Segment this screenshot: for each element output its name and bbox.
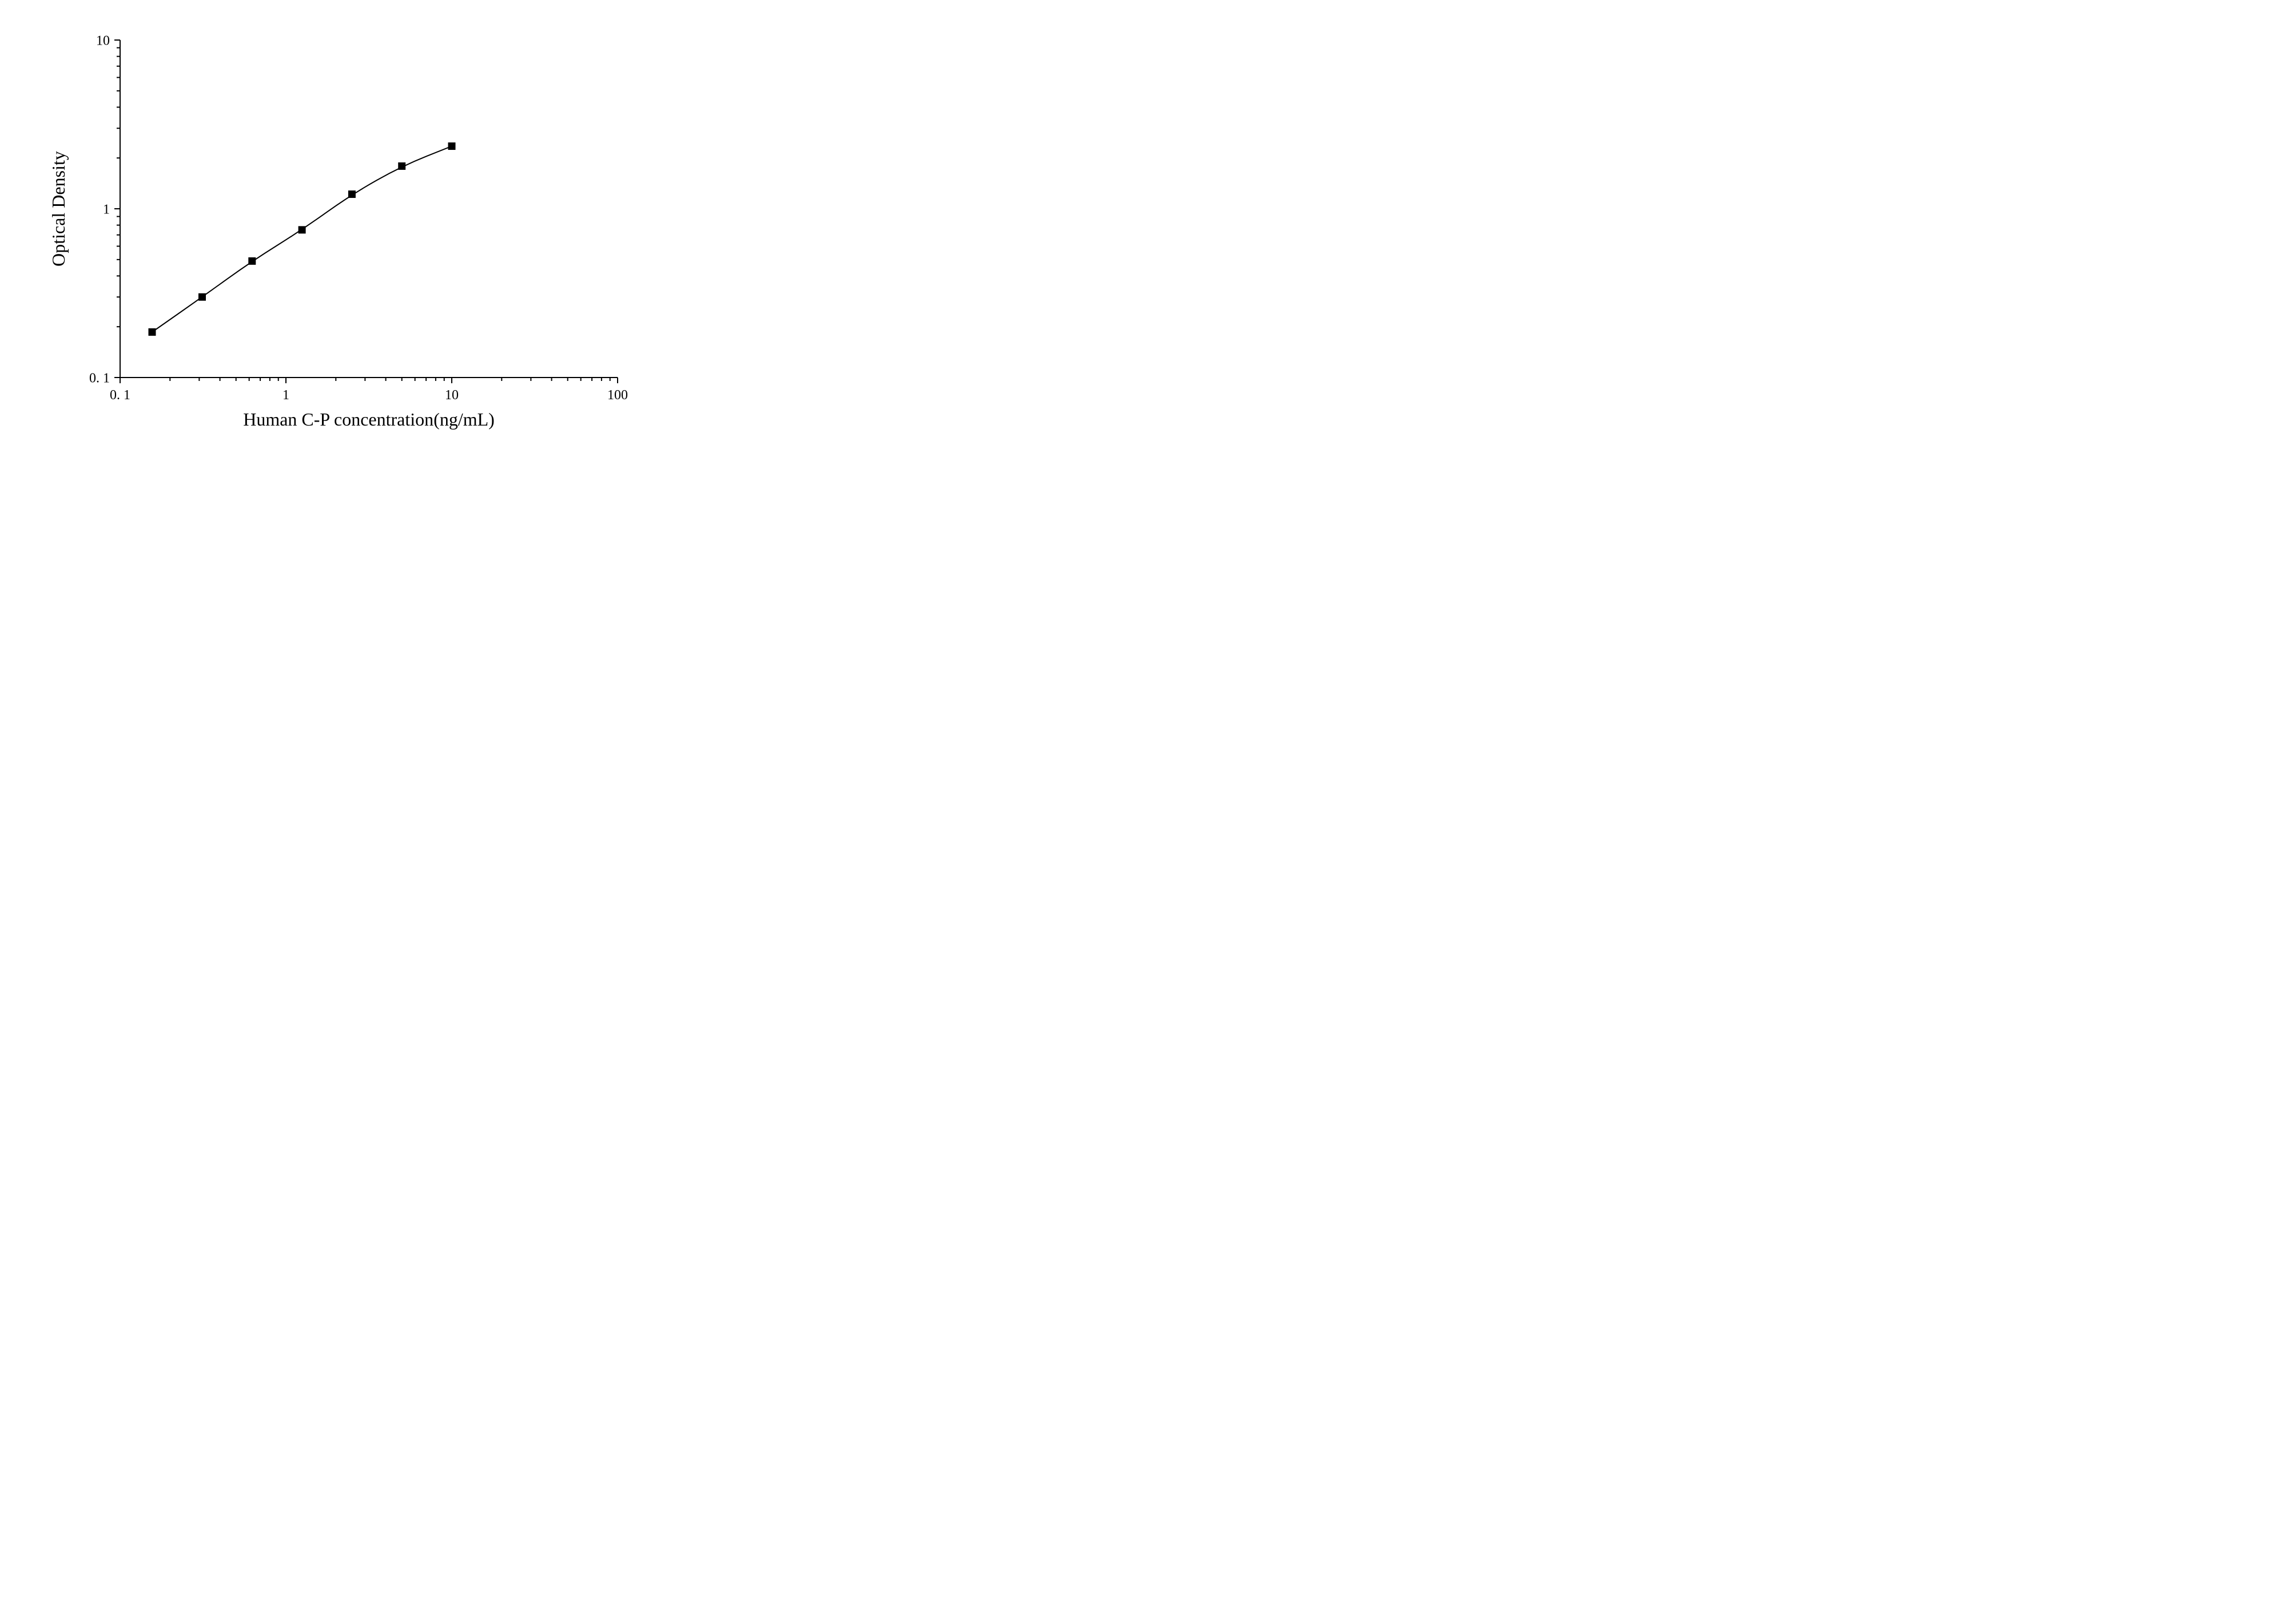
chart-container: 0. 1 1 10 100 0. 1 1 10 Human C-P concentration… — [0, 0, 689, 481]
svg-text:0. 1: 0. 1 — [89, 371, 110, 386]
y-axis-label: Optical Density — [48, 151, 69, 267]
svg-text:0. 1: 0. 1 — [110, 388, 130, 403]
svg-text:100: 100 — [607, 388, 628, 403]
svg-text:10: 10 — [445, 388, 459, 403]
svg-text:1: 1 — [103, 202, 110, 217]
standard-curve-chart: 0. 1 1 10 100 0. 1 1 10 Human C-P concentration… — [0, 0, 689, 481]
x-axis-label: Human C-P concentration(ng/mL) — [243, 409, 495, 430]
svg-text:10: 10 — [96, 33, 110, 48]
svg-text:1: 1 — [282, 388, 289, 403]
